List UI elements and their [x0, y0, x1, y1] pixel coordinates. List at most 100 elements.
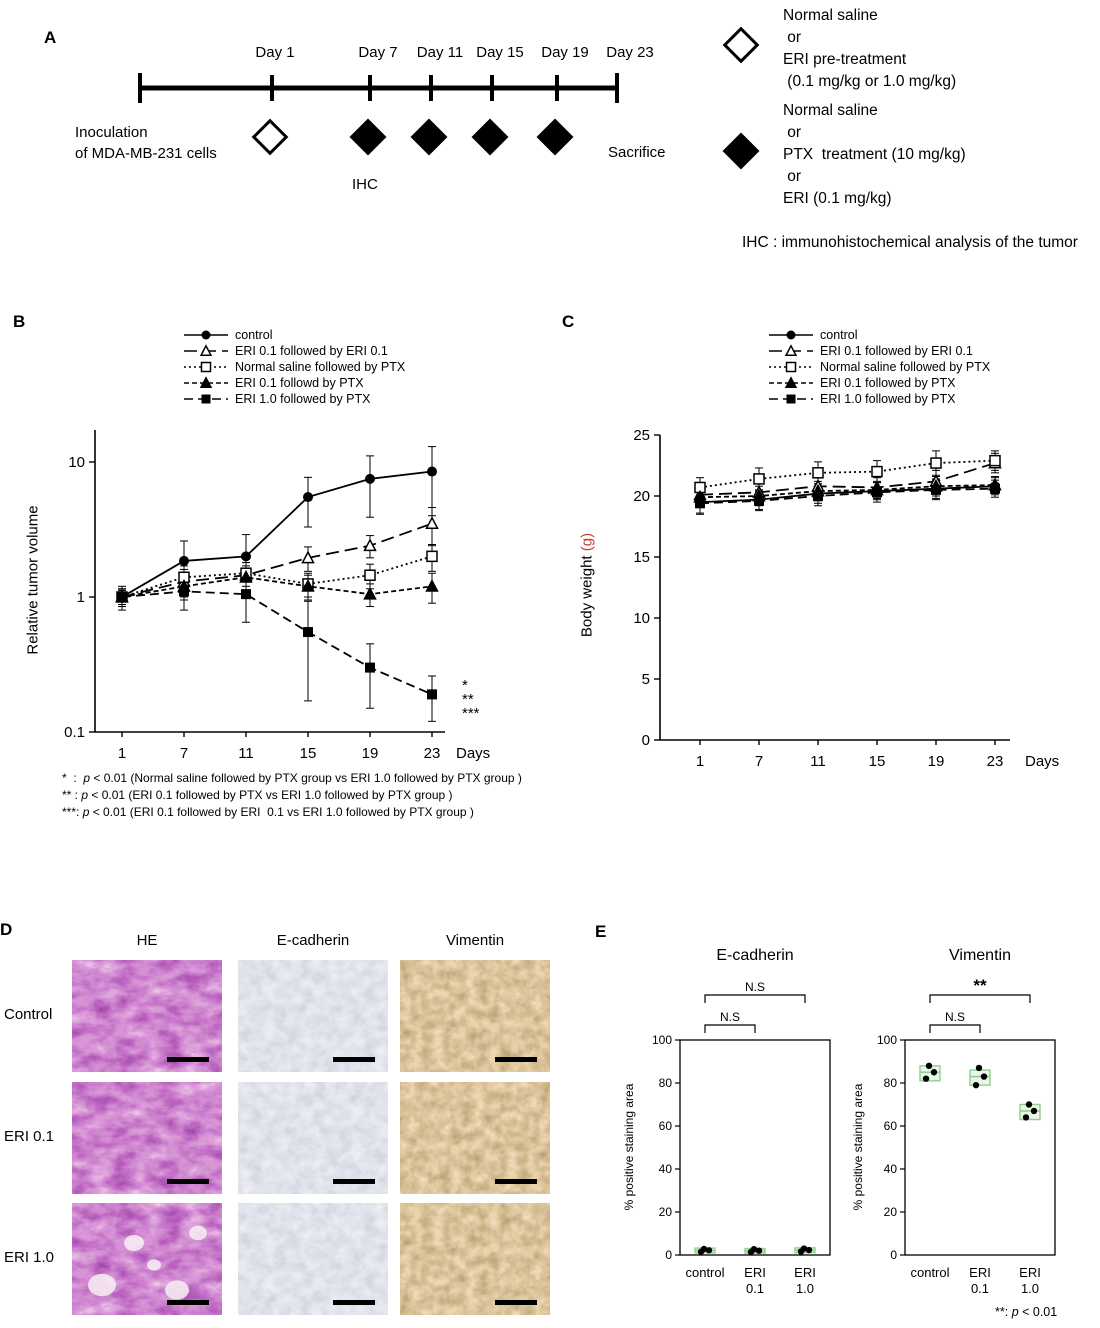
ihc-note: IHC : immunohistochemical analysis of th…: [742, 234, 1078, 251]
legend-item: ERI 1.0 followed by PTX: [183, 391, 405, 407]
pretreatment-diamond-icon: [251, 118, 289, 156]
svg-text:% positive staining area: % positive staining area: [851, 1083, 865, 1210]
svg-text:23: 23: [424, 745, 441, 762]
svg-text:control: control: [910, 1265, 949, 1280]
svg-text:**: **: [462, 691, 474, 708]
legend-open-diamond-text: Normal saline or ERI pre-treatment (0.1 …: [783, 5, 956, 93]
legend-item: ERI 0.1 followd by PTX: [183, 375, 405, 391]
panel-c-label: C: [562, 312, 575, 331]
histology-he-control: [72, 960, 222, 1072]
legend-line: or: [783, 124, 802, 141]
footnote-line: ***: p < 0.01 (ERI 0.1 followed by ERI 0…: [62, 805, 474, 819]
svg-text:control: control: [685, 1265, 724, 1280]
panel-a-label: A: [44, 28, 57, 47]
legend-open-diamond-icon: [722, 26, 760, 64]
svg-text:20: 20: [884, 1205, 898, 1219]
svg-text:25: 25: [633, 427, 650, 444]
series-eri-1-0-followed-by-ptx: [117, 586, 437, 700]
legend-item: Normal saline followed by PTX: [768, 359, 990, 375]
svg-text:*: *: [462, 677, 468, 694]
legend-marker-icon: [769, 394, 813, 404]
legend-line: Normal saline: [783, 102, 878, 119]
footnote-line: * : p < 0.01 (Normal saline followed by …: [62, 771, 522, 785]
inoculation-label-line2: of MDA-MB-231 cells: [75, 145, 217, 162]
svg-text:0.1: 0.1: [746, 1281, 764, 1296]
timeline-day-11: Day 11: [416, 44, 464, 61]
svg-text:0: 0: [665, 1248, 672, 1262]
treatment-diamond-icon: [410, 118, 448, 156]
legend-marker-icon: [769, 330, 813, 340]
histology-ecad-eri-0-1: [238, 1082, 388, 1194]
histology-vim-control: [400, 960, 550, 1072]
svg-text:20: 20: [659, 1205, 673, 1219]
errorbars: [118, 543, 436, 608]
svg-text:N.S: N.S: [945, 1010, 965, 1024]
legend-line: (0.1 mg/kg or 1.0 mg/kg): [783, 73, 957, 90]
legend-marker-icon: [769, 361, 813, 373]
panel-e-footnote: **: p < 0.01: [995, 1305, 1058, 1319]
histology-grid: HE E-cadherin Vimentin Control ERI 0.1 ERI 1.…: [0, 920, 560, 1328]
treatment-diamond-icon: [349, 118, 387, 156]
svg-text:1: 1: [696, 753, 704, 770]
svg-text:1.0: 1.0: [1021, 1281, 1039, 1296]
svg-text:80: 80: [659, 1076, 673, 1090]
histology-he-eri-0-1: [72, 1082, 222, 1194]
svg-text:60: 60: [884, 1119, 898, 1133]
histology-row-label: ERI 1.0: [4, 1249, 55, 1266]
histology-row-label: Control: [4, 1006, 53, 1023]
svg-text:***: ***: [462, 705, 480, 722]
timeline-day-15: Day 15: [476, 44, 524, 61]
svg-text:7: 7: [755, 753, 763, 770]
svg-text:60: 60: [659, 1119, 673, 1133]
svg-text:19: 19: [362, 745, 379, 762]
svg-text:40: 40: [884, 1162, 898, 1176]
svg-text:11: 11: [810, 753, 826, 770]
timeline-day-1: Day 1: [255, 44, 295, 61]
sacrifice-label: Sacrifice: [608, 144, 666, 161]
histology-col-header: HE: [136, 932, 158, 949]
svg-text:ERI: ERI: [1019, 1265, 1041, 1280]
panel-e-label: E: [595, 922, 607, 941]
histology-he-eri-1-0: [72, 1203, 222, 1315]
legend-label: Normal saline followed by PTX: [235, 360, 406, 374]
legend-label: ERI 0.1 followd by PTX: [235, 376, 364, 390]
ihc-label: IHC: [352, 176, 378, 193]
series-eri-1-0-followed-by-ptx: [695, 483, 1000, 509]
legend-filled-diamond-icon: [722, 132, 760, 170]
legend-item: control: [183, 327, 405, 343]
treatment-diamond-icon: [471, 118, 509, 156]
errorbars: [696, 477, 999, 514]
legend-marker-icon: [184, 344, 228, 357]
legend-line: PTX treatment (10 mg/kg): [783, 146, 966, 163]
legend-marker-icon: [184, 394, 228, 404]
legend-line: or: [783, 168, 802, 185]
legend-item: ERI 1.0 followed by PTX: [768, 391, 990, 407]
svg-text:10: 10: [633, 610, 650, 627]
legend-marker-icon: [769, 344, 813, 357]
svg-text:80: 80: [884, 1076, 898, 1090]
errorbars: [118, 507, 436, 608]
legend-label: ERI 1.0 followed by PTX: [820, 392, 956, 406]
svg-text:15: 15: [869, 753, 886, 770]
timeline-day-23: Day 23: [606, 44, 654, 61]
svg-text:0.1: 0.1: [971, 1281, 989, 1296]
legend-label: ERI 0.1 followed by ERI 0.1: [820, 344, 973, 358]
legend-label: Normal saline followed by PTX: [820, 360, 991, 374]
histology-col-header: Vimentin: [445, 932, 505, 949]
treatment-diamond-icon: [536, 118, 574, 156]
histology-vim-eri-0-1: [400, 1082, 550, 1194]
chart-b-legend: control ERI 0.1 followed by ERI 0.1 Normal…: [183, 327, 405, 407]
svg-text:ERI: ERI: [969, 1265, 991, 1280]
svg-text:100: 100: [652, 1033, 672, 1047]
legend-item: ERI 0.1 followed by ERI 0.1: [183, 343, 405, 359]
histology-col-header: E-cadherin: [276, 932, 350, 949]
svg-text:5: 5: [642, 671, 650, 688]
svg-text:11: 11: [238, 745, 254, 762]
svg-text:ERI: ERI: [794, 1265, 816, 1280]
vimentin-dotplot: Vimentin 0 20 40 60 80 100 % positive staining …: [851, 947, 1056, 1296]
legend-item: control: [768, 327, 990, 343]
svg-text:N.S: N.S: [745, 980, 765, 994]
timeline-day-19: Day 19: [541, 44, 589, 61]
svg-text:% positive staining area: % positive staining area: [622, 1083, 636, 1210]
